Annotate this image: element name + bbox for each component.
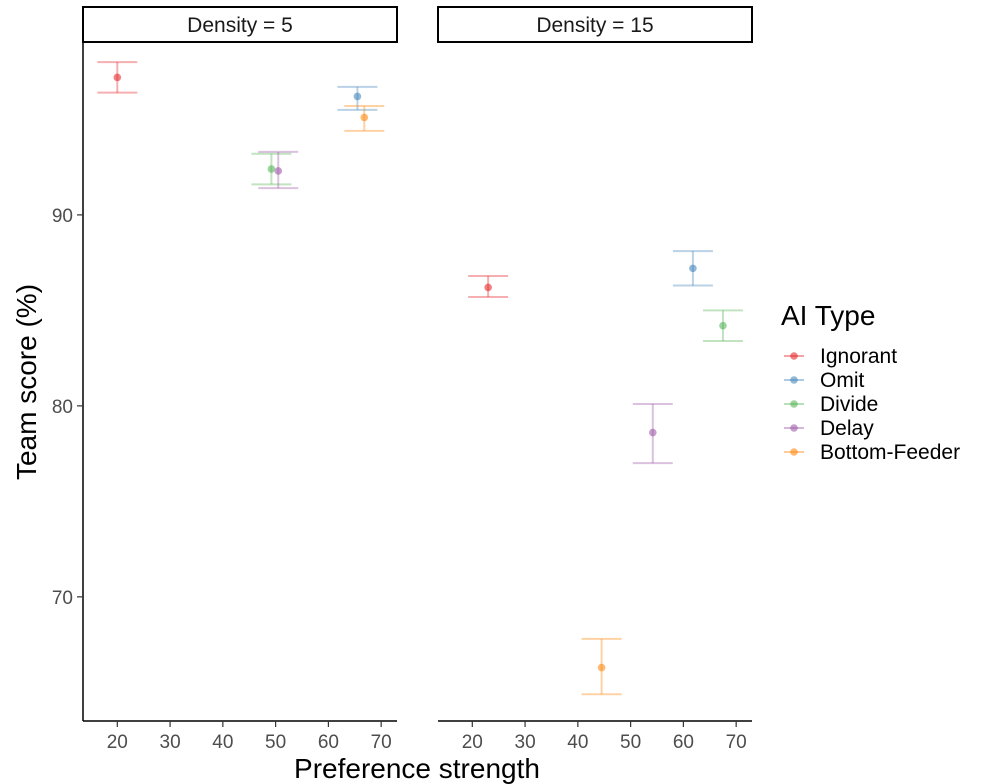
point-divide xyxy=(267,165,276,173)
point-ignorant xyxy=(484,283,492,292)
x-tick-label: 50 xyxy=(265,732,286,753)
x-tick-label: 70 xyxy=(726,732,747,753)
y-tick-label: 80 xyxy=(52,397,73,418)
point-divide xyxy=(719,321,727,330)
legend-item-bottom-feeder: Bottom-Feeder xyxy=(784,441,960,464)
facet-strip-label: Density = 5 xyxy=(187,14,293,37)
x-tick-label: 60 xyxy=(673,732,694,753)
point-omit xyxy=(689,264,697,273)
y-axis-title: Team score (%) xyxy=(11,284,42,480)
x-tick-label: 30 xyxy=(160,732,181,753)
legend-label: Bottom-Feeder xyxy=(820,441,960,464)
legend-item-omit: Omit xyxy=(784,369,864,392)
legend: AI Type IgnorantOmitDivideDelayBottom-Fe… xyxy=(781,300,960,464)
x-tick-label: 60 xyxy=(318,732,339,753)
facet-strip xyxy=(437,6,753,43)
legend-item-ignorant: Ignorant xyxy=(784,345,897,368)
facet-panel-2: Density = 15 20 30 40 50 60 70 xyxy=(437,6,753,753)
point-bottom-feeder xyxy=(360,113,369,122)
y-tick-label: 70 xyxy=(52,588,73,609)
legend-label: Delay xyxy=(820,417,874,440)
legend-key-point xyxy=(790,376,798,384)
x-tick-label: 40 xyxy=(212,732,233,753)
x-tick-label: 50 xyxy=(620,732,641,753)
point-delay xyxy=(274,167,283,175)
x-tick-label: 20 xyxy=(107,732,128,753)
point-ignorant xyxy=(113,73,122,82)
point-bottom-feeder xyxy=(597,663,606,672)
legend-label: Divide xyxy=(820,393,878,416)
legend-key-point xyxy=(790,424,798,432)
x-tick-label: 30 xyxy=(515,732,536,753)
legend-item-delay: Delay xyxy=(784,417,874,440)
legend-key-point xyxy=(790,352,798,360)
legend-title: AI Type xyxy=(781,300,875,331)
point-omit xyxy=(353,92,362,101)
y-tick-label: 90 xyxy=(52,206,73,227)
facet-panels: Density = 5 20 30 40 50 60 70 70 80 90 Density = 1… xyxy=(52,6,753,753)
x-axis-title: Preference strength xyxy=(294,753,540,784)
legend-label: Omit xyxy=(820,369,864,392)
x-tick-label: 70 xyxy=(371,732,392,753)
legend-key-point xyxy=(790,448,798,456)
facet-strip-label: Density = 15 xyxy=(536,14,653,37)
facet-strip xyxy=(82,6,398,43)
legend-key-point xyxy=(790,400,798,408)
x-tick-label: 20 xyxy=(462,732,483,753)
point-delay xyxy=(648,428,657,437)
legend-item-divide: Divide xyxy=(784,393,878,416)
legend-label: Ignorant xyxy=(820,345,897,368)
x-tick-label: 40 xyxy=(567,732,588,753)
facet-panel-1: Density = 5 20 30 40 50 60 70 70 80 90 xyxy=(52,6,398,753)
